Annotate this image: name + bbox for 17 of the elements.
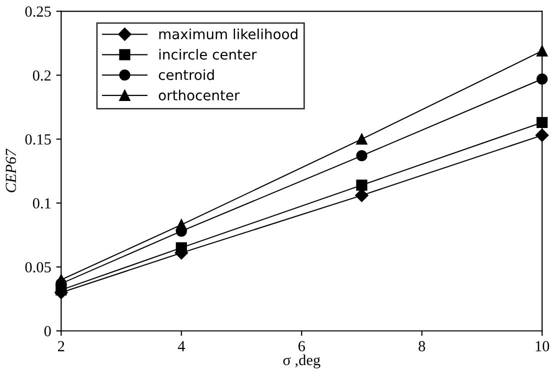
x-axis-title: σ ,deg: [283, 354, 320, 368]
y-tick-label: 0: [44, 326, 51, 336]
y-tick-label: 0.1: [32, 198, 51, 209]
y-tick-label: 0.15: [25, 134, 51, 145]
x-tick-label: 10: [536, 341, 550, 352]
y-tick-label: 0.2: [32, 70, 51, 81]
y-axis-title: CEP67: [6, 148, 16, 192]
legend-label: orthocenter: [158, 90, 240, 100]
x-tick-label: 4: [178, 341, 185, 352]
legend-label: centroid: [158, 69, 214, 80]
x-tick-label: 2: [58, 341, 64, 352]
legend-label: maximum likelihood: [159, 28, 298, 40]
y-tick-label: 0.05: [25, 262, 51, 272]
x-tick-label: 6: [298, 341, 305, 352]
x-tick-label: 8: [418, 341, 426, 352]
legend-label: incircle center: [159, 48, 257, 60]
y-tick-label: 0.25: [25, 6, 51, 17]
